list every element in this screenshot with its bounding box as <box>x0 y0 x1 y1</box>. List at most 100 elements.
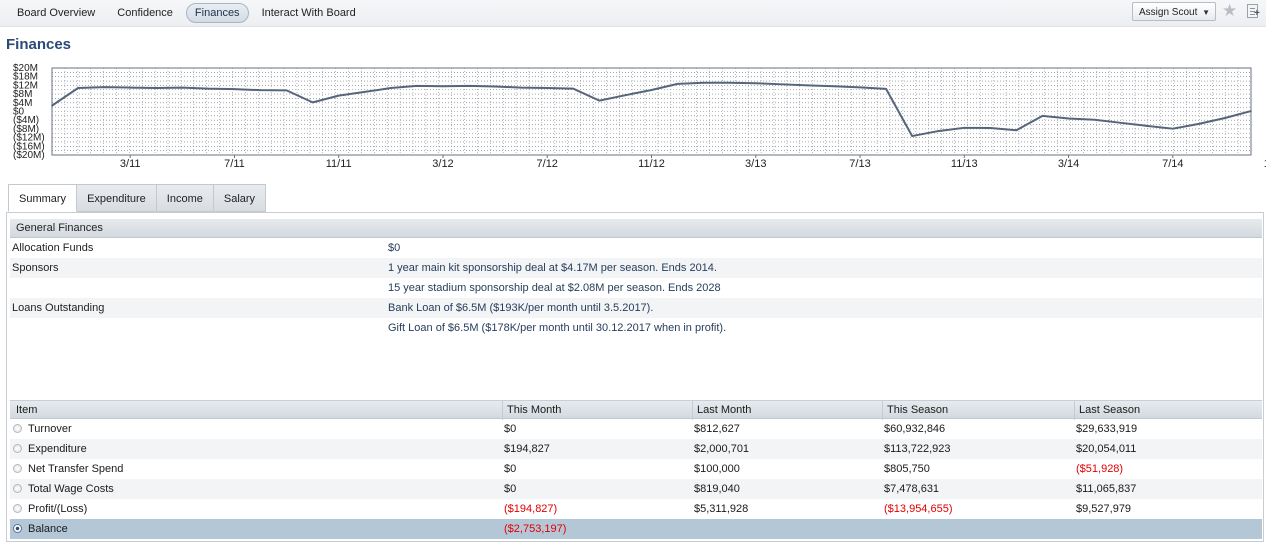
y-tick-label: $20M <box>13 63 38 74</box>
data-point <box>728 81 731 84</box>
row-radio[interactable] <box>13 524 22 533</box>
data-point <box>676 83 679 85</box>
data-point <box>754 82 757 85</box>
tab-summary[interactable]: Summary <box>8 184 78 212</box>
assign-scout-label: Assign Scout <box>1139 7 1198 18</box>
data-point <box>285 89 288 92</box>
data-point <box>1145 125 1148 127</box>
data-point <box>520 86 522 89</box>
row-cell: ($2,753,197) <box>504 523 567 535</box>
tab-income[interactable]: Income <box>156 184 214 212</box>
row-cell: $812,627 <box>694 423 740 435</box>
data-point <box>103 86 105 88</box>
general-row-value: 15 year stadium sponsorship deal at $2.0… <box>388 282 721 294</box>
data-point <box>337 94 340 97</box>
row-cell: $20,054,011 <box>1076 443 1137 455</box>
general-finances-header: General Finances <box>10 219 1262 238</box>
data-point <box>624 94 627 96</box>
data-point <box>442 85 444 88</box>
data-point <box>1172 127 1174 130</box>
top-nav-bar: Board Overview Confidence Finances Inter… <box>0 0 1266 27</box>
row-cell: $9,527,979 <box>1076 503 1132 515</box>
row-cell: $0 <box>504 483 517 495</box>
y-tick-label: $4M <box>13 98 32 109</box>
star-icon[interactable]: ★ <box>1222 1 1238 20</box>
x-tick-label: 11/13 <box>951 158 978 170</box>
data-point <box>859 86 861 89</box>
data-point <box>546 87 549 89</box>
row-radio[interactable] <box>13 504 22 513</box>
tab-expenditure[interactable]: Expenditure <box>77 184 157 212</box>
row-cell: $819,040 <box>694 483 740 495</box>
y-tick-label: ($16M) <box>13 141 45 152</box>
data-point <box>807 84 809 87</box>
data-point <box>650 89 653 91</box>
column-header-this-month[interactable]: This Month <box>502 401 692 420</box>
row-item-label: Expenditure <box>28 443 87 455</box>
table-row[interactable]: Balance ($2,753,197) <box>10 519 1262 539</box>
x-tick-label: 11/14 <box>1264 158 1266 170</box>
data-point <box>1067 117 1070 120</box>
general-row-value: Bank Loan of $6.5M ($193K/per month unti… <box>388 302 654 314</box>
column-header-last-season[interactable]: Last Season <box>1074 401 1262 420</box>
data-point <box>1041 115 1044 117</box>
notes-add-icon[interactable] <box>1247 4 1260 19</box>
nav-confidence[interactable]: Confidence <box>117 7 173 19</box>
chevron-down-icon: ▼ <box>1202 8 1210 17</box>
column-header-this-season[interactable]: This Season <box>882 401 1074 420</box>
general-row-label: Sponsors <box>12 262 59 274</box>
y-tick-label: $0 <box>13 107 25 118</box>
nav-interact-with-board[interactable]: Interact With Board <box>261 7 356 19</box>
row-cell: $805,750 <box>884 463 930 475</box>
assign-scout-dropdown[interactable]: Assign Scout ▼ <box>1132 2 1216 21</box>
y-tick-label: $8M <box>13 89 32 100</box>
row-item-label: Profit/(Loss) <box>28 503 88 515</box>
row-radio[interactable] <box>13 484 22 493</box>
x-tick-label: 3/14 <box>1058 158 1079 170</box>
finances-chart: $20M$18M$12M$8M$4M$0($4M)($8M)($12M)($16… <box>13 63 1266 170</box>
data-point <box>937 130 940 132</box>
table-row[interactable]: Turnover $0 $812,627 $60,932,846 $29,633,919 <box>10 419 1262 439</box>
row-cell: $0 <box>504 463 517 475</box>
y-tick-label: ($12M) <box>13 133 45 144</box>
row-cell: $2,000,701 <box>694 443 750 455</box>
row-item-label: Balance <box>28 523 68 535</box>
tab-salary[interactable]: Salary <box>213 184 267 212</box>
x-tick-label: 7/13 <box>849 158 870 170</box>
data-point <box>51 104 53 107</box>
table-row[interactable]: Profit/(Loss) ($194,827) $5,311,928 ($13,95… <box>10 499 1262 519</box>
general-row: Loans Outstanding Bank Loan of $6.5M ($1… <box>10 298 1262 318</box>
y-tick-label: ($8M) <box>13 124 39 135</box>
y-tick-label: ($20M) <box>13 150 45 161</box>
column-header-last-month[interactable]: Last Month <box>692 401 882 420</box>
nav-board-overview[interactable]: Board Overview <box>17 7 96 19</box>
data-point <box>390 87 392 89</box>
column-header-item[interactable]: Item <box>16 404 38 416</box>
general-row-label: Loans Outstanding <box>12 302 105 314</box>
data-point <box>77 87 79 89</box>
table-row[interactable]: Net Transfer Spend $0 $100,000 $805,750 ($51… <box>10 459 1262 479</box>
general-row-value: $0 <box>388 242 401 254</box>
row-radio[interactable] <box>13 424 22 433</box>
row-radio[interactable] <box>13 444 22 453</box>
data-point <box>781 83 783 86</box>
data-point <box>989 127 992 129</box>
table-row[interactable]: Total Wage Costs $0 $819,040 $7,478,631 $11,… <box>10 479 1262 499</box>
data-point <box>885 88 887 90</box>
data-point <box>207 87 210 90</box>
row-radio[interactable] <box>13 464 22 473</box>
x-tick-label: 7/12 <box>537 158 558 170</box>
x-tick-label: 3/11 <box>120 158 141 170</box>
data-point <box>468 85 470 87</box>
table-row[interactable]: Expenditure $194,827 $2,000,701 $113,722,92… <box>10 439 1262 459</box>
data-point <box>311 101 314 104</box>
summary-table-header: Item This Month Last Month This Season L… <box>10 400 1262 420</box>
data-point <box>1250 110 1252 112</box>
row-item-label: Net Transfer Spend <box>28 463 124 475</box>
data-point <box>259 89 262 91</box>
data-point <box>1119 122 1122 124</box>
nav-finances[interactable]: Finances <box>185 3 249 23</box>
row-item-label: Total Wage Costs <box>28 483 114 495</box>
row-cell: $11,065,837 <box>1076 483 1137 495</box>
data-point <box>572 87 575 90</box>
